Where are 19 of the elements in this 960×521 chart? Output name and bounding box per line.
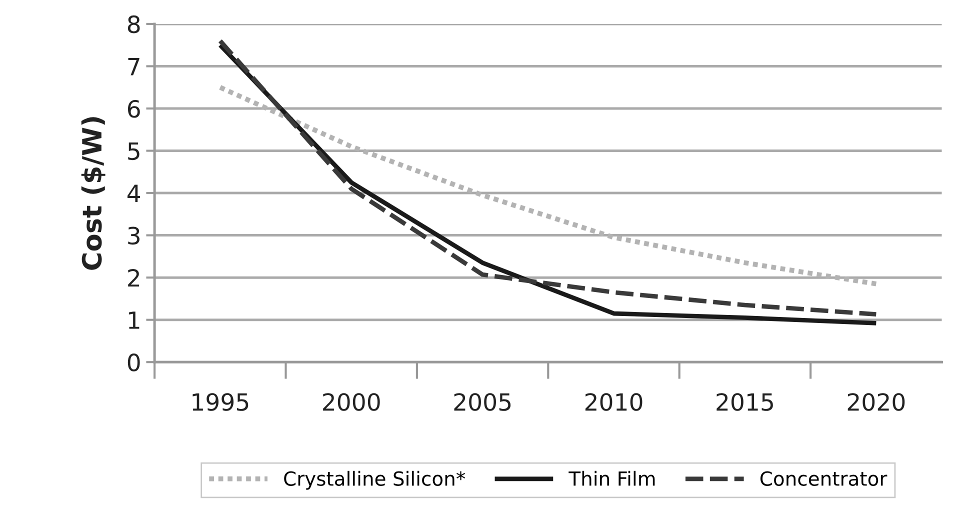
x-tick-label: 2000: [323, 393, 380, 411]
y-tick-label: 8: [128, 15, 140, 34]
legend-label: Concentrator: [760, 471, 888, 486]
y-tick-label: 1: [128, 312, 140, 329]
y-tick-label: 5: [128, 142, 140, 160]
y-axis-title: Cost ($/W): [81, 117, 106, 270]
y-tick-label: 3: [128, 226, 140, 245]
x-tick-label: 2015: [716, 393, 773, 411]
x-tick-label: 2010: [585, 393, 642, 411]
y-tick-label: 0: [128, 354, 140, 372]
y-tick-label: 7: [128, 58, 140, 76]
legend-label: Thin Film: [568, 470, 655, 486]
x-tick-label: 2005: [454, 393, 511, 411]
y-tick-label: 4: [128, 184, 140, 202]
legend-label: Crystalline Silicon*: [284, 470, 466, 490]
x-tick-label: 2020: [848, 393, 905, 411]
x-tick-label: 1995: [192, 393, 248, 411]
y-tick-label: 6: [128, 100, 140, 118]
y-tick-label: 2: [128, 269, 139, 287]
